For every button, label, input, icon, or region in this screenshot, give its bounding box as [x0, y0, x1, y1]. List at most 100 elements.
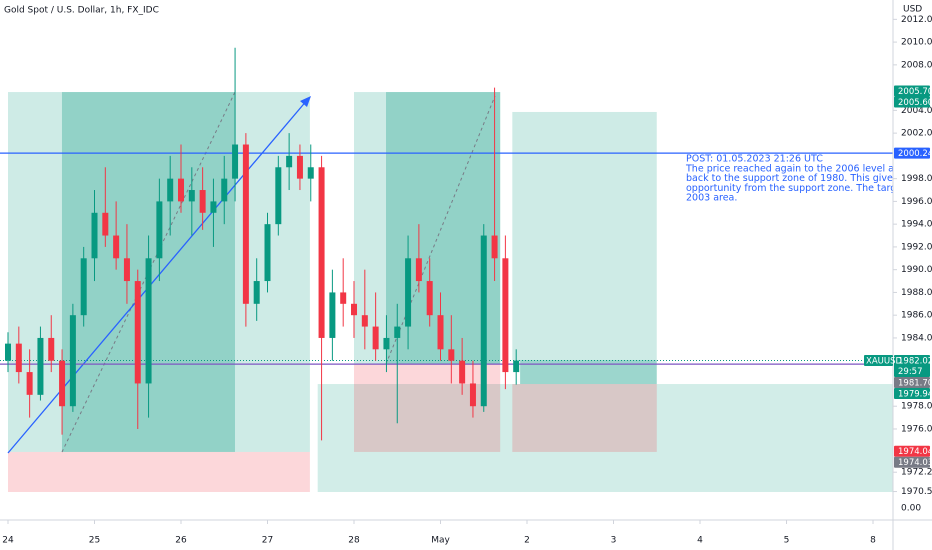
symbol-tag	[864, 354, 893, 366]
annotation-line: POST: 01.05.2023 21:26 UTC	[686, 154, 823, 165]
x-tick-label: 2	[524, 536, 530, 546]
candle-body	[69, 315, 76, 407]
annotation-line: back to the support zone of 1980. This g…	[686, 173, 932, 184]
zone	[8, 451, 310, 493]
candle-body	[437, 315, 444, 350]
candle-body	[426, 281, 433, 316]
y-tick-label: 1978.00	[901, 402, 932, 412]
price-tag	[894, 456, 930, 468]
x-tick-label: May	[431, 536, 450, 546]
candle-body	[286, 155, 293, 168]
candle-body	[307, 167, 314, 179]
candle-body	[232, 144, 239, 179]
trend-arrow	[7, 98, 309, 454]
x-tick-label: 24	[2, 536, 14, 546]
candle-body	[221, 178, 228, 202]
candle-body	[253, 281, 260, 304]
price-tag	[894, 445, 930, 457]
candle-body	[351, 303, 358, 316]
annotation-line: The price reached again to the 2006 leve…	[685, 163, 932, 174]
y-tick-label: 2004.00	[901, 106, 932, 116]
candle-body	[37, 337, 44, 395]
y-tick-label: 1984.00	[901, 333, 932, 343]
x-tick-label: 3	[611, 536, 617, 546]
annotation-line: 2003 area.	[686, 193, 737, 204]
candle-body	[502, 258, 509, 373]
candle-body	[242, 144, 249, 304]
candle-body	[102, 212, 109, 236]
price-tag	[894, 354, 930, 377]
candle-body	[156, 201, 163, 259]
x-tick-label: 8	[870, 536, 876, 546]
candle-body	[145, 258, 152, 384]
candle-body	[513, 360, 520, 373]
y-tick-label: 1972.20	[901, 468, 932, 478]
price-tag-label: 2005.70	[898, 87, 932, 97]
x-tick-label: 28	[348, 536, 360, 546]
candle-body	[296, 155, 303, 179]
candle-body	[480, 235, 487, 407]
zone	[317, 384, 893, 493]
price-tag-label: 1981.70	[898, 378, 932, 388]
candle-body	[48, 337, 55, 361]
candle-body	[91, 212, 98, 259]
symbol-tag-label: XAUUSD	[866, 356, 902, 366]
candle-body	[318, 167, 325, 338]
zone	[354, 92, 501, 364]
candle-body	[405, 258, 412, 327]
price-tag	[894, 96, 930, 108]
y-tick-label: 1988.00	[901, 288, 932, 298]
x-tick-label: 25	[89, 536, 100, 546]
candle-body	[415, 258, 422, 282]
candle-body	[134, 281, 141, 384]
candles	[5, 47, 520, 441]
candle-body	[178, 178, 185, 202]
candle-body	[167, 178, 174, 202]
y-tick-label: 1998.00	[901, 174, 932, 184]
y-tick-label: 1986.00	[901, 311, 932, 321]
x-tick-label: 26	[175, 536, 187, 546]
candle-body	[264, 224, 271, 282]
symbol-title: Gold Spot / U.S. Dollar, 1h, FX_IDC	[4, 6, 159, 16]
x-tick-label: 4	[697, 536, 703, 546]
candle-body	[59, 360, 66, 407]
candle-body	[188, 190, 195, 202]
price-tag-label: 2000.24	[898, 149, 932, 159]
y-tick-label: 1992.00	[901, 242, 932, 252]
y-tick-label: 1976.00	[901, 424, 932, 434]
y-tick-label: 1996.00	[901, 197, 932, 207]
zone	[512, 111, 657, 361]
candle-body	[383, 337, 390, 350]
y-tick-label: 2010.00	[901, 38, 932, 48]
price-tag-label: 2005.60	[898, 98, 932, 108]
x-tick-label: 27	[262, 536, 273, 546]
price-tag-label: 1979.94	[898, 389, 932, 399]
y-tick-label: 2002.00	[901, 129, 932, 139]
candle-body	[361, 315, 368, 327]
candle-body	[80, 258, 87, 316]
x-tick-label: 5	[784, 536, 790, 546]
candle-body	[469, 383, 476, 407]
price-tag	[894, 147, 930, 159]
price-tag-label: 1974.03	[898, 458, 932, 468]
candle-body	[123, 258, 130, 282]
zone	[354, 364, 501, 452]
annotation-line: opportunity from the support zone. The t…	[686, 183, 932, 194]
candle-body	[329, 292, 336, 338]
candle-body	[372, 326, 379, 350]
candle-body	[459, 360, 466, 384]
candle-body	[491, 235, 498, 259]
price-tag-label: 1974.04	[898, 447, 932, 457]
candle-body	[199, 190, 206, 213]
candle-body	[210, 201, 217, 213]
price-tag-label: 1982.02	[898, 356, 932, 366]
zone	[512, 384, 657, 452]
y-tick-label: 1990.00	[901, 265, 932, 275]
candle-body	[5, 343, 12, 361]
arrow-head	[300, 96, 311, 107]
y-tick-label: 1994.00	[901, 220, 932, 230]
price-tag	[894, 376, 930, 388]
candle-body	[275, 167, 282, 225]
